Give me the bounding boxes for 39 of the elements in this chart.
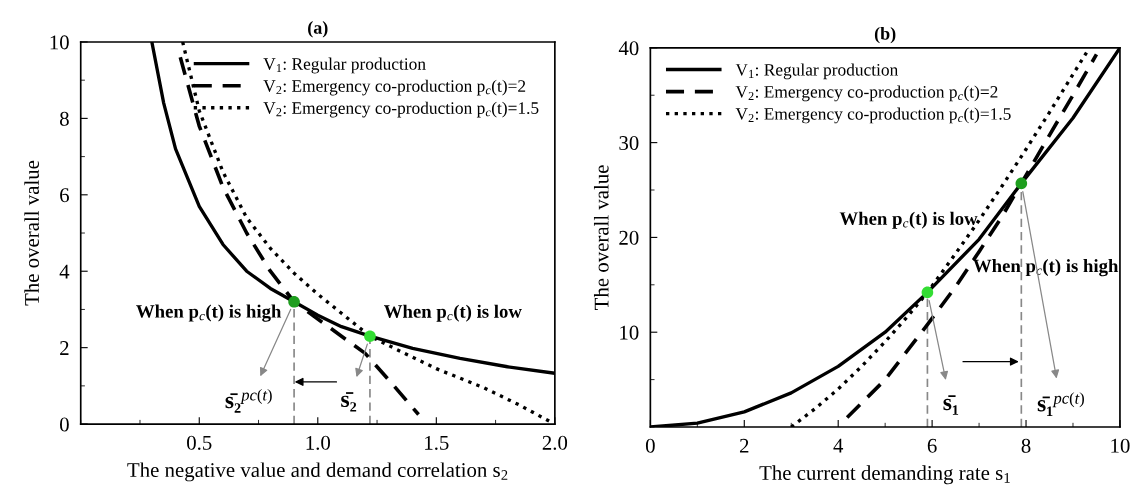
chart-title: (b) (874, 26, 896, 44)
legend-label: V$_{2}$: Emergency co-production p$_{c}$(t)=2 (735, 85, 998, 102)
y-tick-label: 20 (619, 230, 639, 245)
x-tick-label: 10 (1111, 438, 1130, 453)
annotation: When p$_{c}$(t) is low (839, 211, 978, 229)
annotation: s̄₂ (341, 392, 357, 412)
x-tick-label: 0 (645, 438, 655, 453)
annotation: When p$_{c}$(t) is high (136, 304, 282, 322)
x-tick-label: 2 (739, 438, 749, 453)
x-tick-label: 2.0 (542, 435, 568, 450)
legend-label: V$_{1}$: Regular production (735, 63, 898, 80)
y-tick-label: 2 (60, 341, 69, 355)
y-axis-title: The overall value (593, 165, 609, 310)
y-axis-title: The overall value (24, 160, 39, 306)
legend-label: V$_{2}$: Emergency co-production p$_{c}$(t)=1.5 (263, 101, 539, 118)
x-tick-label: 6 (927, 438, 937, 453)
chart-title: (a) (308, 21, 328, 38)
x-tick-label: 0.5 (187, 435, 212, 450)
x-axis-title: The current demanding rate s$_{1}$ (759, 465, 1010, 485)
x-tick-label: 8 (1021, 438, 1031, 453)
annotation: When p$_{c}$(t) is low (384, 304, 522, 322)
y-tick-label: 0 (59, 417, 69, 432)
annotation: s̄₁$^{pc(t)}$ (1037, 392, 1084, 416)
x-tick-label: 1.0 (306, 435, 331, 450)
y-tick-label: 8 (59, 111, 69, 126)
annotation: s̄₁ (943, 395, 959, 415)
x-axis-title: The negative value and demand correlation s$_{2}$ (127, 462, 508, 482)
x-tick-label: 4 (833, 438, 844, 453)
y-tick-label: 30 (619, 135, 639, 151)
y-tick-label: 40 (618, 41, 639, 56)
x-tick-label: 1.5 (425, 435, 449, 450)
legend-label: V$_{1}$: Regular production (263, 57, 426, 74)
y-tick-label: 10 (50, 35, 69, 50)
annotation: s̄₂$^{pc(t)}$ (225, 388, 272, 413)
y-tick-label: 6 (60, 188, 69, 203)
y-tick-label: 10 (620, 325, 639, 340)
legend-label: V$_{2}$: Emergency co-production p$_{c}$(t)=2 (263, 79, 526, 96)
legend-label: V$_{2}$: Emergency co-production p$_{c}$(t)=1.5 (735, 107, 1011, 124)
y-tick-label: 4 (59, 264, 70, 279)
